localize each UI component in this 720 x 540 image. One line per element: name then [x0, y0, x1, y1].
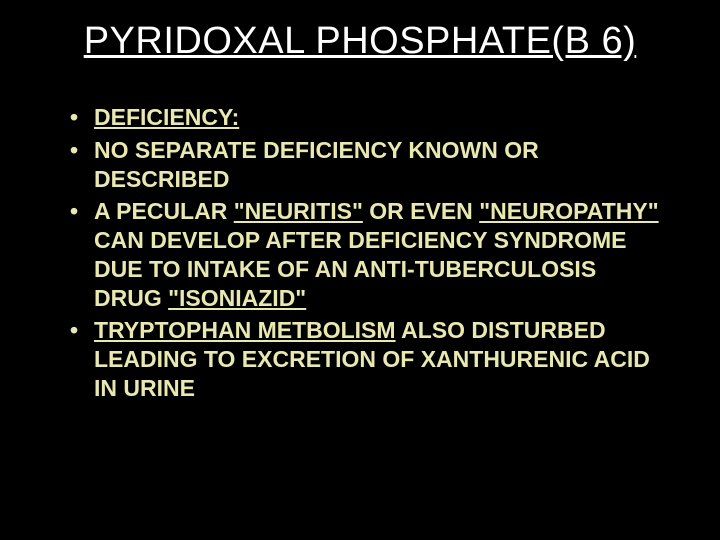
bullet-segment: "ISONIAZID" — [168, 285, 306, 311]
bullet-segment: NO SEPARATE DEFICIENCY KNOWN OR DESCRIBE… — [94, 137, 539, 192]
bullet-item: A PECULAR "NEURITIS" OR EVEN "NEUROPATHY… — [70, 197, 670, 312]
bullet-segment: "NEURITIS" — [234, 198, 363, 224]
bullet-item: NO SEPARATE DEFICIENCY KNOWN OR DESCRIBE… — [70, 136, 670, 194]
bullet-item: DEFICIENCY: — [70, 103, 670, 132]
bullet-segment: OR EVEN — [363, 198, 479, 224]
bullet-segment: DEFICIENCY: — [94, 104, 239, 130]
bullet-segment: "NEUROPATHY" — [479, 198, 658, 224]
slide-container: PYRIDOXAL PHOSPHATE(B 6) DEFICIENCY: NO S… — [0, 0, 720, 427]
bullet-list: DEFICIENCY: NO SEPARATE DEFICIENCY KNOWN … — [50, 103, 670, 403]
bullet-item: TRYPTOPHAN METBOLISM ALSO DISTURBED LEAD… — [70, 316, 670, 402]
bullet-segment: TRYPTOPHAN METBOLISM — [94, 317, 396, 343]
bullet-segment: A PECULAR — [94, 198, 234, 224]
slide-title: PYRIDOXAL PHOSPHATE(B 6) — [50, 20, 670, 63]
